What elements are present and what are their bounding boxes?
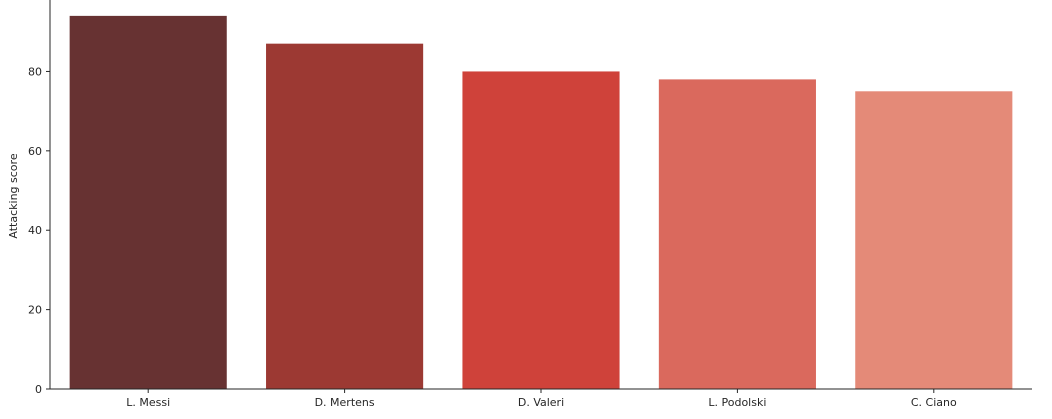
x-tick-label: D. Mertens — [315, 396, 375, 409]
y-tick-label: 40 — [28, 224, 42, 237]
x-tick-label: D. Valeri — [518, 396, 564, 409]
x-axis: L. Messi D. Mertens D. Valeri L. Podolski C.… — [50, 388, 1032, 409]
x-tick-label: L. Messi — [126, 396, 170, 409]
x-tick-label: C. Ciano — [911, 396, 957, 409]
bar-d-valeri — [462, 71, 620, 390]
bar-d-mertens — [266, 43, 424, 389]
y-tick-label: 80 — [28, 65, 42, 78]
y-tick-label: 60 — [28, 145, 42, 158]
y-axis-label: Attacking score — [7, 153, 20, 238]
y-axis: 0 20 40 60 80 — [28, 0, 51, 396]
y-tick-label: 0 — [35, 383, 42, 396]
bar-c-ciano — [855, 91, 1013, 389]
bar-l-messi — [69, 15, 227, 389]
x-tick-label: L. Podolski — [708, 396, 766, 409]
y-tick-label: 20 — [28, 304, 42, 317]
bar-l-podolski — [658, 79, 816, 389]
bars-group — [69, 15, 1013, 390]
